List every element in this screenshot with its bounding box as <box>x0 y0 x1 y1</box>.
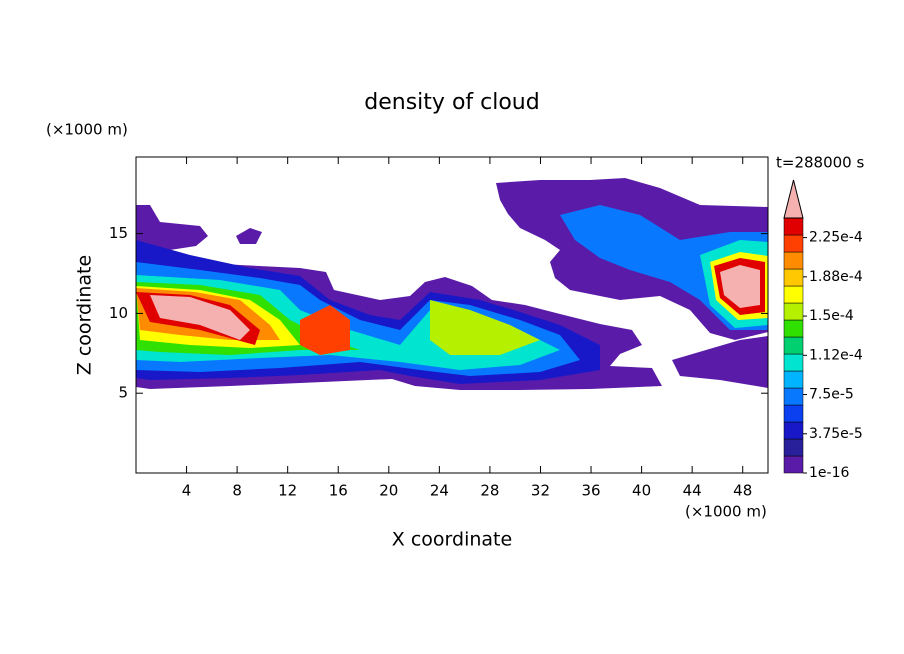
colorbar-tick-label: 2.25e-4 <box>809 230 863 246</box>
x-tick-label: 40 <box>632 482 651 500</box>
x-tick-label: 44 <box>683 482 702 500</box>
y-axis-label: Z coordinate <box>74 255 96 375</box>
x-tick-label: 24 <box>430 482 449 500</box>
x-tick-label: 36 <box>581 482 600 500</box>
cloud-region <box>430 300 540 355</box>
colorbar-tick-label: 7.5e-5 <box>809 387 854 403</box>
colorbar-bin <box>783 438 804 457</box>
x-tick-label: 48 <box>733 482 752 500</box>
time-label: t=288000 s <box>776 154 864 172</box>
colorbar-bin <box>783 353 804 372</box>
colorbar-bin <box>783 302 804 321</box>
cloud-region <box>236 228 262 244</box>
colorbar-tick-label: 1e-16 <box>809 465 849 481</box>
x-tick-label: 16 <box>329 482 348 500</box>
x-tick-label: 12 <box>278 482 297 500</box>
cloud-region <box>300 305 350 355</box>
x-tick-label: 20 <box>379 482 398 500</box>
chart-title: density of cloud <box>364 90 539 115</box>
cloud-region <box>720 265 760 308</box>
plot-frame <box>135 156 769 474</box>
y-tick-label: 5 <box>118 384 128 402</box>
cloud-region <box>672 336 768 388</box>
x-unit: (×1000 m) <box>685 503 767 521</box>
colorbar-over <box>783 179 804 219</box>
colorbar-tick-label: 1.5e-4 <box>809 308 854 324</box>
colorbar-bin <box>783 336 804 355</box>
colorbar-bin <box>783 319 804 338</box>
cloud-field <box>136 178 768 390</box>
colorbar-bin <box>783 455 804 474</box>
colorbar-bin <box>783 234 804 253</box>
x-tick-label: 8 <box>232 482 242 500</box>
colorbar-tick-label: 1.12e-4 <box>809 347 863 363</box>
x-tick-label: 4 <box>182 482 192 500</box>
colorbar-bin <box>783 387 804 406</box>
x-axis-label: X coordinate <box>392 529 512 551</box>
colorbar-bin <box>783 285 804 304</box>
colorbar-bin <box>783 217 804 236</box>
colorbar-bin <box>783 404 804 423</box>
colorbar-tick-label: 3.75e-5 <box>809 426 863 442</box>
y-tick-label: 15 <box>109 224 128 242</box>
x-tick-label: 32 <box>531 482 550 500</box>
colorbar-bin <box>783 251 804 270</box>
colorbar-tick-label: 1.88e-4 <box>809 269 863 285</box>
y-tick-label: 10 <box>109 304 128 322</box>
x-tick-label: 28 <box>480 482 499 500</box>
cloud-region <box>150 295 250 340</box>
y-unit: (×1000 m) <box>46 121 128 139</box>
colorbar-bin <box>783 268 804 287</box>
colorbar-bin <box>783 421 804 440</box>
colorbar-bin <box>783 370 804 389</box>
